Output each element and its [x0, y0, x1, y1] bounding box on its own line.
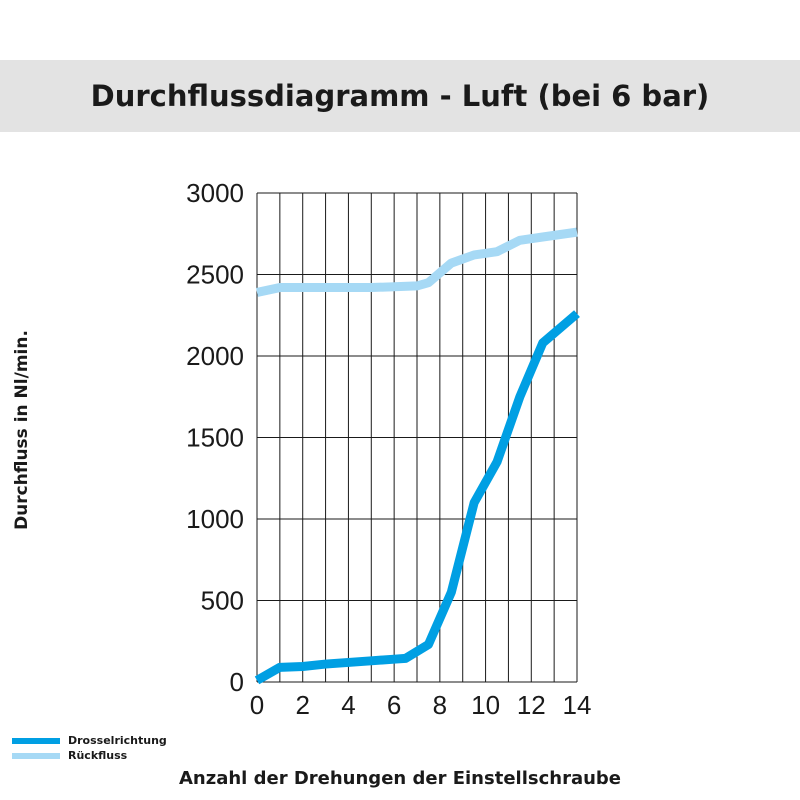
legend-swatch-rueckfluss — [12, 752, 60, 759]
series-line — [254, 310, 580, 685]
x-tick-label: 0 — [250, 690, 264, 720]
y-tick-label: 2000 — [186, 341, 244, 371]
y-tick-label: 3000 — [186, 178, 244, 208]
y-tick-label: 2500 — [186, 260, 244, 290]
x-tick-label: 6 — [387, 690, 401, 720]
chart-title: Durchflussdiagramm - Luft (bei 6 bar) — [90, 79, 710, 113]
y-axis-title: Durchfluss in Nl/min. — [12, 330, 32, 530]
chart-grid — [256, 192, 578, 683]
legend-label: Drosselrichtung — [68, 734, 167, 747]
x-axis-title: Anzahl der Drehungen der Einstellschraub… — [178, 768, 621, 789]
legend-swatch-drosselrichtung — [12, 737, 60, 744]
y-tick-label: 1500 — [186, 423, 244, 453]
y-tick-label: 0 — [230, 667, 244, 697]
x-tick-label: 14 — [563, 690, 592, 720]
title-bar: Durchflussdiagramm - Luft (bei 6 bar) — [0, 60, 800, 132]
legend-item-drosselrichtung: Drosselrichtung — [12, 733, 167, 748]
x-tick-label: 10 — [471, 690, 500, 720]
legend-label: Rückfluss — [68, 749, 128, 762]
x-tick-label: 2 — [295, 690, 309, 720]
legend-item-rueckfluss: Rückfluss — [12, 748, 167, 763]
y-tick-label: 1000 — [186, 504, 244, 534]
legend: Drosselrichtung Rückfluss — [12, 733, 167, 763]
y-tick-label: 500 — [201, 586, 244, 616]
x-tick-label: 4 — [341, 690, 355, 720]
x-tick-label: 12 — [517, 690, 546, 720]
chart-series — [254, 227, 580, 685]
x-tick-label: 8 — [433, 690, 447, 720]
chart-ticks: 0 500 1000 1500 2000 2500 3000 0 2 4 6 8 10 12 14 — [186, 178, 591, 720]
series-line — [256, 227, 578, 297]
